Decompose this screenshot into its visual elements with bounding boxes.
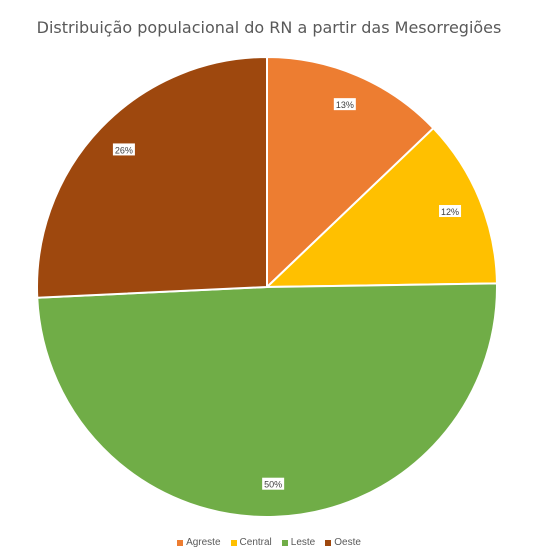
data-label-bg	[112, 143, 135, 156]
legend-swatch	[177, 539, 184, 546]
legend-item-central: Central	[230, 537, 272, 548]
pie-slice-agreste	[266, 55, 435, 290]
legend-label: Leste	[290, 537, 316, 548]
data-label-leste: 50%	[264, 480, 282, 490]
legend-item-oeste: Oeste	[325, 537, 361, 548]
legend-label: Central	[239, 537, 272, 548]
legend-swatch	[325, 539, 332, 546]
legend-swatch	[230, 539, 237, 546]
legend-swatch	[281, 539, 288, 546]
data-label-central: 12%	[441, 207, 459, 217]
pie-slice-oeste	[36, 55, 268, 299]
legend-item-leste: Leste	[281, 537, 316, 548]
data-label-agreste: 13%	[336, 100, 354, 110]
chart-title: Distribuição populacional do RN a partir…	[36, 18, 502, 37]
data-label-bg	[333, 98, 356, 111]
pie-slice-leste	[36, 282, 498, 518]
data-label-bg	[262, 477, 285, 490]
legend-label: Oeste	[334, 537, 361, 548]
data-label-bg	[439, 205, 462, 218]
legend-label: Agreste	[186, 537, 221, 548]
chart-legend: Agreste Central Leste Oeste	[0, 537, 538, 548]
pie-slice-central	[264, 126, 498, 289]
legend-item-agreste: Agreste	[177, 537, 221, 548]
data-label-oeste: 26%	[115, 145, 133, 155]
